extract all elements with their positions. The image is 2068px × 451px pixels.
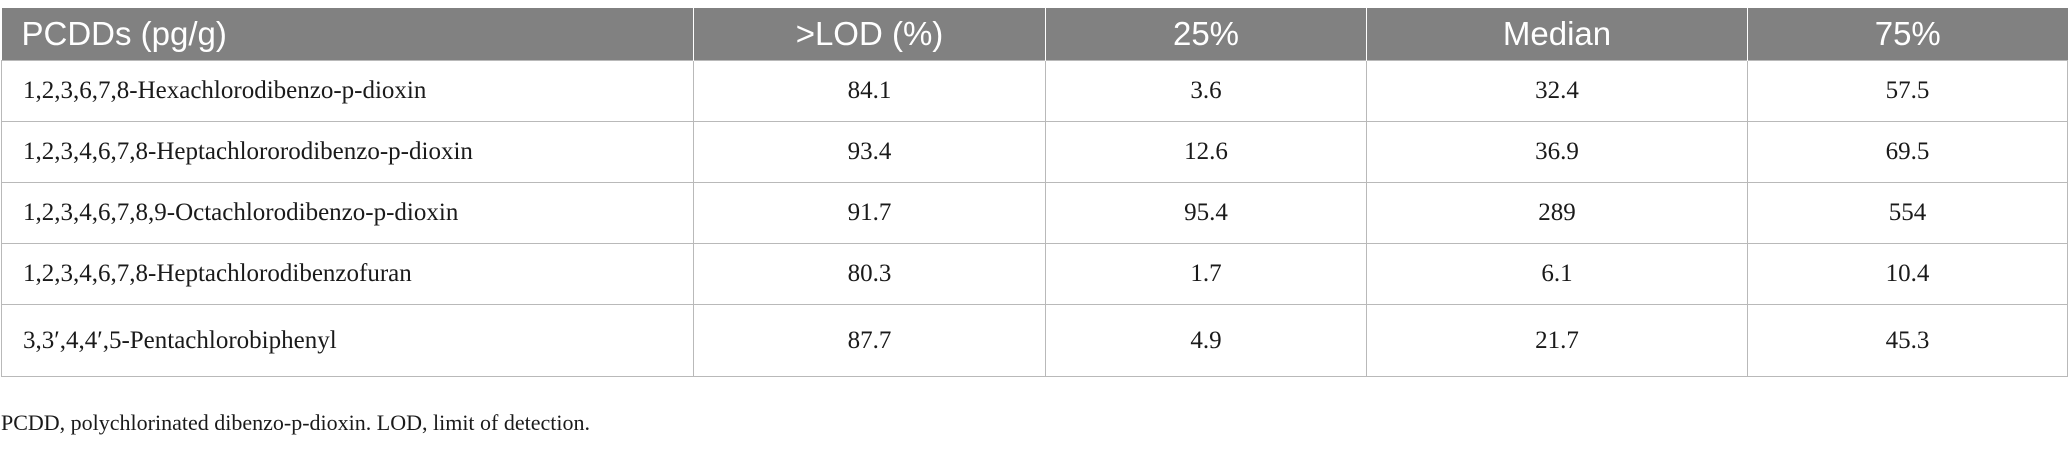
table-row: 1,2,3,4,6,7,8-Heptachlorodibenzofuran 80… [1, 243, 2068, 305]
table-row: 3,3′,4,4′,5-Pentachlorobiphenyl 87.7 4.9… [1, 304, 2068, 377]
cell-compound: 1,2,3,4,6,7,8-Heptachlorodibenzofuran [1, 243, 694, 305]
table-row: 1,2,3,6,7,8-Hexachlorodibenzo-p-dioxin 8… [1, 60, 2068, 122]
cell-p75: 57.5 [1747, 60, 2068, 122]
cell-compound: 1,2,3,4,6,7,8,9-Octachlorodibenzo-p-diox… [1, 182, 694, 244]
cell-median: 32.4 [1366, 60, 1748, 122]
cell-p25: 12.6 [1045, 121, 1367, 183]
header-compound: PCDDs (pg/g) [1, 8, 694, 61]
cell-compound: 3,3′,4,4′,5-Pentachlorobiphenyl [1, 304, 694, 377]
cell-p75: 554 [1747, 182, 2068, 244]
data-table-container: PCDDs (pg/g) >LOD (%) 25% Median 75% 1,2… [1, 8, 2068, 377]
header-p75: 75% [1747, 8, 2068, 61]
header-median: Median [1366, 8, 1748, 61]
cell-lod: 84.1 [693, 60, 1046, 122]
table-header: PCDDs (pg/g) >LOD (%) 25% Median 75% [1, 8, 2068, 61]
cell-median: 6.1 [1366, 243, 1748, 305]
header-p25: 25% [1045, 8, 1367, 61]
cell-median: 21.7 [1366, 304, 1748, 377]
cell-lod: 91.7 [693, 182, 1046, 244]
table-body: 1,2,3,6,7,8-Hexachlorodibenzo-p-dioxin 8… [1, 60, 2068, 377]
cell-p75: 45.3 [1747, 304, 2068, 377]
header-row: PCDDs (pg/g) >LOD (%) 25% Median 75% [1, 8, 2068, 61]
cell-median: 36.9 [1366, 121, 1748, 183]
cell-p25: 4.9 [1045, 304, 1367, 377]
table-footnote: PCDD, polychlorinated dibenzo-p-dioxin. … [1, 410, 591, 435]
cell-p75: 69.5 [1747, 121, 2068, 183]
cell-p25: 3.6 [1045, 60, 1367, 122]
cell-p25: 95.4 [1045, 182, 1367, 244]
pcdd-table: PCDDs (pg/g) >LOD (%) 25% Median 75% 1,2… [1, 8, 2068, 377]
table-row: 1,2,3,4,6,7,8-Heptachlororodibenzo-p-dio… [1, 121, 2068, 183]
cell-p75: 10.4 [1747, 243, 2068, 305]
cell-compound: 1,2,3,4,6,7,8-Heptachlororodibenzo-p-dio… [1, 121, 694, 183]
table-row: 1,2,3,4,6,7,8,9-Octachlorodibenzo-p-diox… [1, 182, 2068, 244]
cell-median: 289 [1366, 182, 1748, 244]
cell-lod: 93.4 [693, 121, 1046, 183]
header-lod: >LOD (%) [693, 8, 1046, 61]
cell-p25: 1.7 [1045, 243, 1367, 305]
cell-compound: 1,2,3,6,7,8-Hexachlorodibenzo-p-dioxin [1, 60, 694, 122]
cell-lod: 87.7 [693, 304, 1046, 377]
cell-lod: 80.3 [693, 243, 1046, 305]
